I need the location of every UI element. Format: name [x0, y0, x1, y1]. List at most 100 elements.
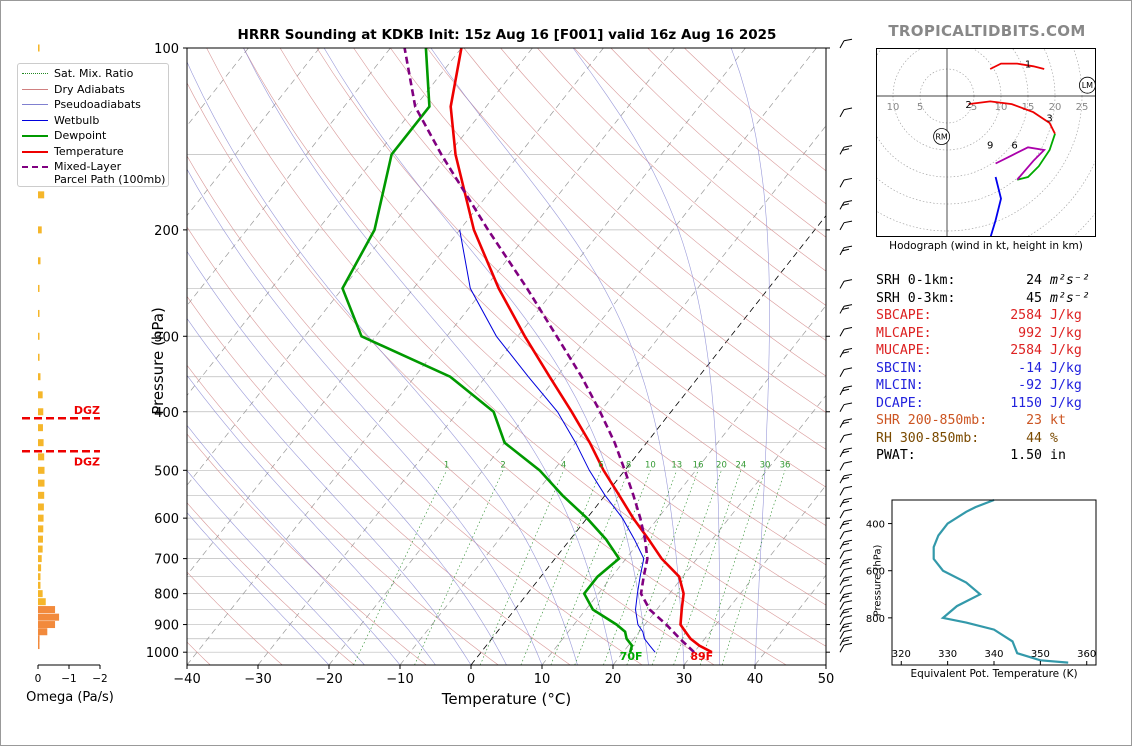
wind-barb-flag: [841, 477, 850, 480]
y-tick-label: 300: [154, 330, 179, 345]
wind-barb-flag: [841, 351, 850, 354]
omega-bar: [38, 191, 45, 199]
index-label: SBCAPE:: [876, 308, 932, 324]
pseudoadiabat: [187, 470, 365, 665]
omega-bar: [38, 453, 45, 461]
index-row: DCAPE: 1150 J/kg: [876, 395, 1090, 413]
wind-barb-flag: [843, 508, 853, 512]
y-tick-label: 100: [154, 42, 179, 57]
omega-bar: [38, 491, 45, 499]
dry-adiabat: [187, 433, 427, 665]
wind-barb-flag: [841, 500, 850, 504]
omega-bar: [38, 44, 40, 52]
index-unit: m²s⁻²: [1050, 273, 1090, 289]
theta-e-ylabel: Pressure (hPa): [872, 544, 884, 617]
series-dewpoint: [341, 48, 634, 653]
omega-bar: [38, 226, 42, 234]
isotherm: [328, 48, 817, 665]
dry-adiabat: [187, 82, 787, 665]
index-unit: m²s⁻²: [1050, 290, 1090, 306]
wind-barb-flag: [843, 177, 853, 181]
theta-e-x-tick-label: 350: [1031, 649, 1050, 660]
index-row: SBCIN: -14 J/kg: [876, 360, 1090, 378]
legend-swatch: [22, 130, 48, 140]
isotherm: [612, 394, 826, 665]
dry-adiabat: [463, 48, 826, 377]
legend-item: Dry Adiabats: [22, 83, 125, 97]
wind-barb-flag: [843, 629, 853, 633]
series-temperature: [449, 48, 713, 654]
x-tick-label: 30: [676, 672, 693, 687]
wind-barb-flag: [843, 367, 853, 371]
x-tick-label: 40: [747, 672, 764, 687]
wind-barb-shaft: [839, 602, 845, 610]
omega-bar: [38, 391, 43, 399]
mixing-ratio-line: [626, 470, 699, 665]
omega-bar: [38, 309, 40, 317]
omega-bar: [38, 439, 44, 447]
wind-barb-flag: [843, 592, 853, 596]
hodograph-frame: [876, 48, 1096, 237]
wind-barb-flag: [843, 584, 853, 587]
index-row: MUCAPE: 2584 J/kg: [876, 342, 1090, 360]
dry-adiabat: [187, 226, 643, 665]
hodograph-height-label: 3: [1046, 114, 1052, 125]
wind-barb-flag: [841, 307, 850, 310]
wind-barb-shaft: [839, 369, 845, 377]
index-unit: J/kg: [1050, 378, 1082, 394]
wind-barb-flag: [841, 203, 850, 206]
theta-e-x-tick-label: 340: [984, 649, 1003, 660]
mixing-ratio-line: [673, 470, 742, 665]
y-tick-label: 800: [154, 588, 179, 603]
dry-adiabat: [537, 48, 826, 306]
pseudoadiabat: [187, 512, 330, 665]
legend-item: Pseudoadiabats: [22, 98, 141, 112]
wind-barb-flag: [843, 279, 853, 282]
hodograph-segment: [989, 176, 1002, 237]
wind-barb-shaft: [839, 222, 845, 231]
omega-bar: [38, 635, 40, 643]
hodograph-height-label: 1: [1025, 60, 1031, 71]
wind-barb-shaft: [839, 638, 845, 646]
omega-bar: [38, 642, 40, 650]
mixing-ratio-label: 1: [444, 460, 449, 470]
wind-barb-flag: [841, 421, 850, 425]
hodograph-ring-label: 10: [995, 102, 1008, 113]
wind-barb-shaft: [839, 387, 845, 396]
mixing-ratio-line: [652, 470, 722, 665]
surface-temp-label: 89F: [690, 650, 713, 663]
pseudoadiabat: [187, 374, 436, 665]
mixing-ratio-line: [479, 470, 564, 665]
index-value: 23: [1026, 413, 1042, 429]
storm-motion-rm-label: RM: [935, 133, 948, 142]
pseudoadiabat: [187, 61, 578, 665]
omega-bar: [38, 525, 44, 533]
index-label: SRH 0-3km:: [876, 290, 956, 306]
index-unit: J/kg: [1050, 308, 1082, 324]
omega-x-tick-label: 0: [35, 673, 42, 685]
wind-barb-shaft: [839, 586, 845, 594]
wind-barb-shaft: [839, 306, 845, 314]
wind-barb-shaft: [839, 577, 845, 586]
index-value: 45: [1026, 290, 1042, 306]
y-tick-label: 900: [154, 619, 179, 634]
index-value: 44: [1026, 430, 1042, 446]
pseudoadiabat: [187, 424, 401, 665]
wind-barb-shaft: [839, 499, 845, 508]
wind-barb-shaft: [839, 487, 845, 496]
wind-barb-flag: [843, 567, 853, 571]
legend-swatch: [22, 68, 48, 78]
mixing-ratio-label: 20: [716, 460, 727, 470]
series-wetbulb: [459, 229, 656, 653]
x-tick-label: 0: [467, 672, 475, 687]
wind-barb-flag: [841, 522, 850, 526]
wind-barb-shaft: [839, 631, 845, 639]
wind-barb-shaft: [839, 624, 845, 632]
index-label: SHR 200-850mb:: [876, 413, 988, 429]
dry-adiabat: [187, 155, 715, 665]
mixing-ratio-line: [721, 470, 786, 665]
skewt-axes-frame: [186, 47, 827, 666]
brand-watermark: TROPICALTIDBITS.COM: [888, 22, 1086, 40]
wind-barb-flag: [841, 611, 850, 614]
wind-barb-flag: [843, 600, 853, 603]
